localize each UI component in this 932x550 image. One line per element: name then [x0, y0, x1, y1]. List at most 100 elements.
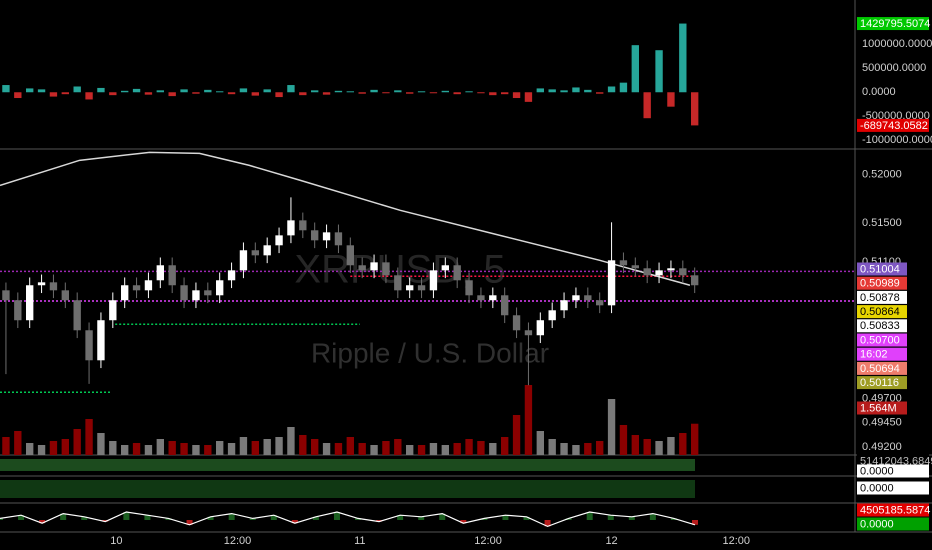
- delta-bar: [346, 91, 354, 93]
- indicator-column: [18, 515, 25, 520]
- delta-bar: [216, 91, 224, 93]
- volume-bar: [584, 443, 592, 455]
- indicator-column: [355, 518, 362, 520]
- volume-bar: [26, 443, 34, 455]
- candle-body: [358, 265, 366, 271]
- delta-bar: [429, 92, 438, 94]
- delta-bar: [180, 89, 188, 93]
- delta-bar: [73, 86, 81, 93]
- delta-bar: [132, 88, 141, 93]
- delta-bar: [667, 92, 675, 107]
- delta-bar: [49, 92, 58, 97]
- price-badge-label: 16:02: [860, 349, 888, 361]
- delta-bar: [417, 91, 426, 93]
- price-badge: [857, 17, 929, 31]
- delta-bar: [322, 92, 331, 95]
- candle-body: [596, 300, 604, 306]
- candle-body: [512, 315, 521, 331]
- delta-bar: [358, 92, 366, 94]
- volume-bar: [560, 443, 568, 455]
- indicator-column: [692, 520, 698, 525]
- candle-body: [204, 290, 212, 296]
- x-tick-label: 12:00: [722, 535, 750, 547]
- candle-body: [144, 280, 153, 291]
- indicator-column: [102, 520, 109, 522]
- delta-bar: [441, 90, 449, 93]
- volume-bar: [370, 445, 378, 455]
- y-tick-label: 1000000.0000: [862, 38, 932, 50]
- volume-bar: [619, 425, 628, 455]
- price-badge: [857, 305, 907, 319]
- y-tick-label: 0.52000: [862, 168, 902, 180]
- price-badge-label: 0.50864: [860, 306, 900, 318]
- indicator-column: [333, 512, 340, 520]
- volume-bar: [679, 433, 687, 455]
- volume-bar: [180, 443, 188, 455]
- y-tick-label: 0.51500: [862, 217, 902, 229]
- candle-body: [26, 285, 34, 321]
- indicator-column: [60, 513, 67, 520]
- price-badge: [857, 276, 907, 290]
- candle-body: [2, 290, 10, 301]
- price-badge: [857, 454, 929, 468]
- candle-body: [477, 295, 485, 301]
- indicator-column: [0, 518, 3, 520]
- candle-body: [192, 290, 200, 301]
- delta-bar: [453, 92, 461, 95]
- volume-bar: [14, 431, 22, 455]
- volume-bar: [631, 435, 639, 455]
- candle-body: [370, 262, 378, 271]
- delta-bar: [370, 89, 378, 93]
- delta-bar: [192, 92, 200, 94]
- volume-bar: [227, 443, 236, 455]
- delta-bar: [512, 92, 521, 99]
- volume-bar: [512, 415, 521, 455]
- delta-bar: [691, 92, 699, 126]
- indicator-column: [144, 515, 151, 520]
- delta-bar: [631, 45, 639, 93]
- volume-bar: [358, 443, 366, 455]
- volume-bar: [453, 443, 461, 455]
- candle-body: [465, 280, 473, 296]
- indicator-column: [291, 520, 298, 524]
- delta-bar: [156, 90, 164, 93]
- volume-bar: [311, 439, 319, 455]
- price-badge: [857, 376, 907, 390]
- indicator-column: [270, 515, 277, 520]
- indicator-column: [565, 518, 572, 520]
- volume-bar: [97, 433, 105, 455]
- candle-body: [619, 260, 628, 266]
- candle-body: [322, 232, 331, 241]
- price-badge-label: 0.0000: [860, 465, 894, 477]
- candle-body: [97, 320, 105, 361]
- volume-bar: [477, 441, 485, 455]
- delta-bar: [548, 89, 556, 93]
- volume-bar: [251, 441, 259, 455]
- indicator-column: [249, 518, 256, 520]
- indicator-band: [0, 459, 695, 471]
- delta-bar: [287, 85, 295, 93]
- delta-bar: [109, 92, 117, 96]
- volume-bar: [465, 439, 473, 455]
- delta-bar: [251, 92, 259, 96]
- candle-body: [667, 268, 675, 271]
- x-tick-label: 12:00: [474, 535, 502, 547]
- y-tick-label: 0.49450: [862, 417, 902, 429]
- candle-body: [263, 245, 271, 256]
- y-tick-label: 500000.0000: [862, 62, 926, 74]
- volume-bar: [2, 437, 10, 455]
- delta-bar: [584, 89, 592, 93]
- candle-body: [679, 268, 687, 276]
- candle-body: [655, 270, 663, 276]
- price-badge-label: -689743.0582: [860, 120, 928, 132]
- price-badge-label: 0.50833: [860, 320, 900, 332]
- delta-bar: [334, 90, 343, 93]
- price-badge-label: 0.51004: [860, 263, 900, 275]
- delta-bar: [619, 82, 628, 93]
- candle-body: [607, 260, 616, 306]
- volume-bar: [216, 441, 224, 455]
- candle-body: [489, 295, 497, 301]
- volume-bar: [382, 441, 390, 455]
- indicator-band: [0, 480, 695, 498]
